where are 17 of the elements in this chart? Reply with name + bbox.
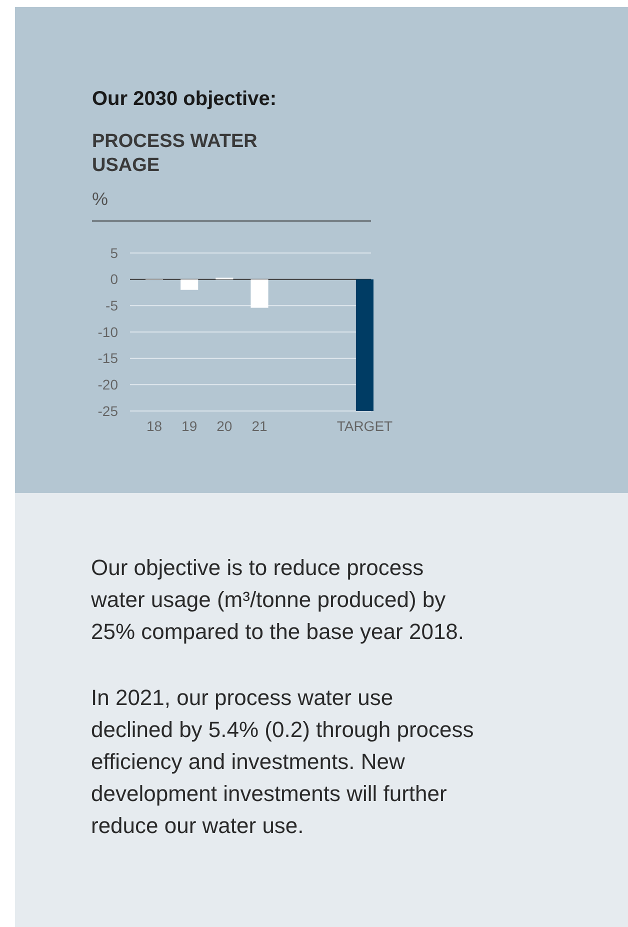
y-tick-label: 5	[110, 244, 118, 261]
x-tick-label: 18	[146, 418, 162, 434]
y-tick-label: -5	[106, 298, 118, 314]
y-axis-title: %	[92, 189, 108, 209]
y-tick-label: -20	[98, 376, 118, 393]
y-tick-label: -15	[98, 350, 118, 366]
x-tick-label: TARGET	[336, 418, 394, 434]
y-tick-label: -10	[98, 324, 118, 340]
x-tick-label: 21	[252, 418, 268, 434]
x-tick-label: 19	[182, 418, 198, 434]
y-tick-label: 0	[110, 271, 118, 288]
chart-title: Our 2030 objective:	[92, 88, 277, 110]
chart-subtitle: PROCESS WATER USAGE	[92, 131, 258, 176]
text: In 2021, our process water use declined by 5.4% (0.2) through process efficiency and investments. New development investments will further reduce our water use.	[91, 685, 474, 838]
text: Our objective is to reduce process water usage (m³/tonne produced) by 25% compared to the base year 2018.	[90, 555, 464, 644]
y-tick-label: -25	[98, 402, 118, 419]
x-tick-label: 20	[216, 418, 232, 434]
